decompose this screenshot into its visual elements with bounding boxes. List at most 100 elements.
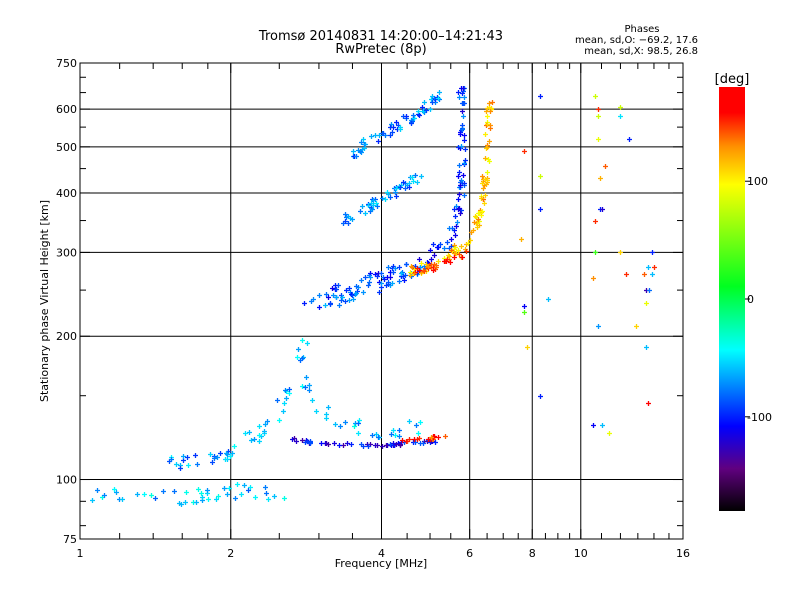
data-point (354, 284, 359, 289)
data-point (300, 438, 305, 443)
data-point (324, 412, 329, 417)
data-point (407, 437, 412, 442)
data-point (596, 137, 601, 142)
data-point (349, 292, 354, 297)
data-point (600, 207, 605, 212)
data-point (430, 436, 435, 441)
data-point (460, 101, 465, 106)
data-points (90, 86, 657, 507)
data-point (480, 209, 485, 214)
data-point (650, 272, 655, 277)
data-point (262, 429, 267, 434)
data-point (301, 355, 306, 360)
data-point (199, 491, 204, 496)
colorbar-tick-label: 100 (747, 175, 768, 188)
data-point (356, 431, 361, 436)
data-point (326, 442, 331, 447)
data-point (484, 109, 489, 114)
data-point (330, 286, 335, 291)
data-point (457, 206, 462, 211)
data-point (375, 443, 380, 448)
data-point (593, 250, 598, 255)
data-point (374, 201, 379, 206)
data-point (350, 217, 355, 222)
data-point (389, 432, 394, 437)
data-point (436, 435, 441, 440)
data-point (607, 431, 612, 436)
data-point (460, 255, 465, 260)
data-point (652, 265, 657, 270)
y-tick-label: 750 (56, 57, 77, 70)
data-point (333, 422, 338, 427)
data-point (282, 401, 287, 406)
data-point (223, 457, 228, 462)
data-point (391, 270, 396, 275)
data-point (453, 233, 458, 238)
data-point (627, 137, 632, 142)
data-point (463, 147, 468, 152)
data-point (366, 203, 371, 208)
data-point (593, 94, 598, 99)
data-point (281, 409, 286, 414)
y-tick-label: 500 (56, 141, 77, 154)
data-point (519, 237, 524, 242)
data-point (458, 211, 463, 216)
data-point (409, 264, 414, 269)
data-point (424, 108, 429, 113)
data-point (483, 193, 488, 198)
data-point (343, 212, 348, 217)
data-point (331, 293, 336, 298)
data-point (462, 95, 467, 100)
colorbar-tick-label: 0 (747, 293, 754, 306)
data-point (296, 347, 301, 352)
data-point (460, 91, 465, 96)
data-point (596, 114, 601, 119)
data-point (463, 158, 468, 163)
data-point (169, 457, 174, 462)
data-point (479, 196, 484, 201)
data-point (264, 491, 269, 496)
data-point (419, 261, 424, 266)
data-point (644, 301, 649, 306)
data-point (404, 114, 409, 119)
data-point (522, 304, 527, 309)
data-point (388, 442, 393, 447)
data-point (399, 271, 404, 276)
data-point (404, 262, 409, 267)
data-point (375, 274, 380, 279)
data-point (174, 462, 179, 467)
data-point (194, 500, 199, 505)
data-point (486, 157, 491, 162)
data-point (642, 272, 647, 277)
data-point (179, 502, 184, 507)
data-point (370, 433, 375, 438)
data-point (386, 282, 391, 287)
data-point (646, 401, 651, 406)
data-point (397, 265, 402, 270)
data-point (596, 107, 601, 112)
data-point (414, 423, 419, 428)
data-point (369, 134, 374, 139)
data-point (290, 437, 295, 442)
data-point (408, 273, 413, 278)
data-point (275, 398, 280, 403)
data-point (480, 181, 485, 186)
data-point (310, 398, 315, 403)
colorbar (719, 87, 745, 511)
data-point (453, 214, 458, 219)
data-point (361, 137, 366, 142)
data-point (233, 496, 238, 501)
data-point (393, 433, 398, 438)
data-point (307, 383, 312, 388)
data-point (225, 492, 230, 497)
data-point (483, 156, 488, 161)
data-point (317, 305, 322, 310)
data-point (398, 185, 403, 190)
data-point (324, 292, 329, 297)
data-point (413, 270, 418, 275)
data-point (363, 275, 368, 280)
data-point (600, 423, 605, 428)
data-point (391, 428, 396, 433)
data-point (382, 277, 387, 282)
data-point (112, 487, 117, 492)
